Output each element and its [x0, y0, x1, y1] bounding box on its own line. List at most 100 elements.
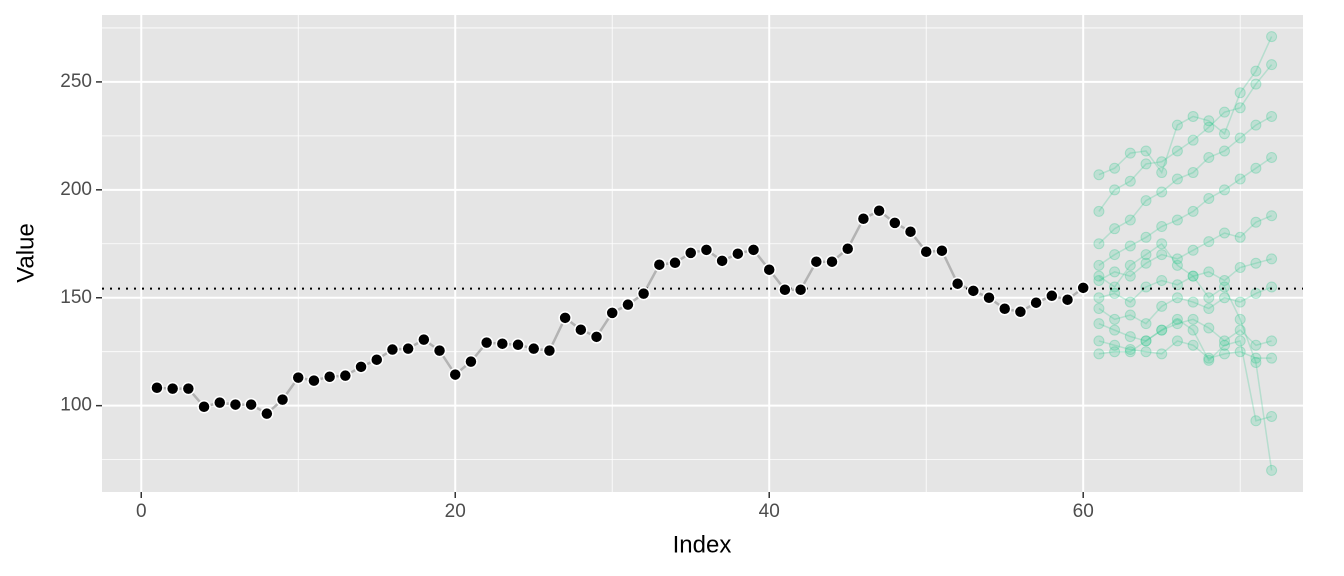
observed-point: [715, 254, 729, 268]
simulation-point: [1219, 106, 1231, 118]
simulation-point: [1187, 313, 1199, 325]
observed-point: [762, 262, 776, 277]
observed-point: [1045, 289, 1059, 303]
simulation-point: [1187, 134, 1199, 146]
observed-point: [338, 368, 353, 383]
simulation-point: [1203, 115, 1215, 127]
simulation-point: [1250, 257, 1262, 269]
simulation-point: [1171, 318, 1183, 330]
simulation-point: [1250, 356, 1262, 368]
simulation-point: [1266, 210, 1278, 222]
simulation-point: [1156, 249, 1168, 261]
simulation-point: [1156, 300, 1168, 312]
observed-point: [668, 256, 682, 270]
simulation-point: [1203, 322, 1215, 334]
simulation-point: [1203, 121, 1215, 133]
observed-point: [574, 322, 588, 337]
simulation-point: [1219, 335, 1231, 347]
simulation-point: [1140, 231, 1152, 243]
simulation-point: [1124, 147, 1136, 159]
observed-point: [526, 341, 541, 356]
simulation-line: [1098, 318, 1272, 347]
simulation-point: [1234, 132, 1246, 144]
simulation-point: [1234, 102, 1246, 114]
observed-point: [1013, 305, 1028, 319]
simulation-point: [1266, 464, 1278, 476]
simulation-point: [1140, 195, 1152, 207]
x-tick-label: 60: [1073, 501, 1094, 522]
simulation-point: [1093, 274, 1105, 286]
simulation-point: [1156, 238, 1168, 250]
simulation-point: [1187, 270, 1199, 282]
simulation-point: [1171, 279, 1183, 291]
simulation-point: [1219, 339, 1231, 351]
simulation-point: [1219, 348, 1231, 360]
simulation-point: [1266, 410, 1278, 422]
simulation-point: [1109, 162, 1121, 174]
observed-point: [165, 381, 180, 396]
simulation-point: [1109, 313, 1121, 325]
observed-point: [652, 257, 667, 272]
simulation-point: [1109, 339, 1121, 351]
simulation-point: [1203, 236, 1215, 248]
simulation-point: [1250, 78, 1262, 90]
simulation-point: [1187, 270, 1199, 282]
simulation-point: [1093, 259, 1105, 271]
simulation-point: [1266, 110, 1278, 122]
simulation-point: [1234, 87, 1246, 99]
simulation-point: [1093, 318, 1105, 330]
simulation-point: [1109, 287, 1121, 299]
simulation-point: [1109, 184, 1121, 196]
observed-point: [464, 354, 478, 369]
simulation-point: [1156, 167, 1168, 179]
simulation-point: [1250, 352, 1262, 364]
simulation-point: [1203, 151, 1215, 163]
simulation-point: [1219, 274, 1231, 286]
simulation-point: [1171, 313, 1183, 325]
observed-point: [793, 283, 808, 297]
observed-point: [919, 245, 933, 259]
simulation-point: [1266, 151, 1278, 163]
observed-point: [354, 360, 368, 374]
simulation-point: [1124, 331, 1136, 343]
simulation-line: [1098, 215, 1272, 282]
simulation-point: [1234, 296, 1246, 308]
simulation-line: [1098, 258, 1272, 303]
simulation-point: [1171, 335, 1183, 347]
observed-point: [448, 367, 462, 382]
simulation-point: [1124, 344, 1136, 356]
simulation-point: [1156, 324, 1168, 336]
simulation-point: [1093, 238, 1105, 250]
simulation-point: [1266, 59, 1278, 71]
observed-point: [840, 242, 855, 256]
observed-point: [542, 343, 557, 358]
simulation-point: [1266, 335, 1278, 347]
simulation-point: [1093, 169, 1105, 181]
observed-point: [197, 399, 211, 414]
simulation-point: [1109, 249, 1121, 261]
observed-point: [888, 216, 902, 230]
simulation-point: [1171, 173, 1183, 185]
simulation-point: [1156, 156, 1168, 168]
simulation-line: [1098, 318, 1272, 422]
simulation-point: [1124, 259, 1136, 271]
y-axis-title: Value: [12, 223, 39, 283]
observed-point: [479, 335, 494, 350]
observed-point: [1060, 292, 1075, 307]
observed-point: [636, 286, 651, 301]
simulation-point: [1266, 31, 1278, 43]
simulation-point: [1140, 335, 1152, 347]
observed-point: [432, 343, 447, 358]
observed-point: [385, 342, 400, 357]
simulation-point: [1093, 303, 1105, 315]
simulation-point: [1156, 324, 1168, 336]
observed-point: [997, 302, 1012, 316]
simulation-point: [1171, 253, 1183, 265]
simulation-point: [1250, 415, 1262, 427]
simulation-point: [1109, 223, 1121, 235]
simulation-point: [1156, 186, 1168, 198]
simulation-point: [1266, 253, 1278, 265]
simulation-point: [1124, 240, 1136, 252]
y-tick-label: 250: [60, 71, 92, 92]
